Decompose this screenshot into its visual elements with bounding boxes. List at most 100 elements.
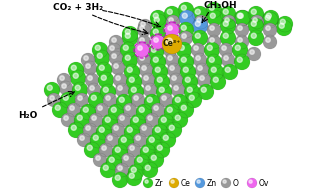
- Circle shape: [169, 18, 173, 22]
- Circle shape: [118, 134, 134, 150]
- Circle shape: [136, 104, 152, 120]
- Circle shape: [145, 113, 159, 127]
- Circle shape: [213, 77, 218, 82]
- Circle shape: [44, 82, 60, 98]
- Circle shape: [181, 57, 186, 62]
- Circle shape: [129, 173, 134, 178]
- Circle shape: [115, 163, 129, 177]
- Circle shape: [103, 165, 108, 170]
- Circle shape: [148, 44, 164, 60]
- Circle shape: [223, 9, 228, 14]
- Circle shape: [183, 67, 188, 72]
- Circle shape: [248, 30, 264, 46]
- Circle shape: [99, 65, 104, 70]
- Circle shape: [102, 114, 118, 130]
- Circle shape: [207, 45, 212, 50]
- Circle shape: [235, 10, 251, 26]
- Circle shape: [223, 180, 226, 183]
- Circle shape: [222, 64, 238, 80]
- Circle shape: [109, 51, 123, 65]
- Circle shape: [120, 116, 124, 120]
- Circle shape: [86, 126, 90, 130]
- Circle shape: [182, 13, 187, 18]
- Circle shape: [223, 33, 228, 38]
- Circle shape: [224, 56, 228, 60]
- Circle shape: [150, 10, 166, 26]
- Circle shape: [191, 43, 205, 57]
- Circle shape: [130, 146, 134, 150]
- Circle shape: [131, 167, 136, 172]
- Circle shape: [106, 154, 122, 170]
- Circle shape: [160, 132, 176, 148]
- Circle shape: [164, 104, 180, 120]
- Circle shape: [221, 178, 231, 188]
- Circle shape: [156, 84, 172, 100]
- Circle shape: [150, 54, 166, 70]
- Circle shape: [106, 96, 110, 100]
- Circle shape: [131, 93, 145, 107]
- Circle shape: [166, 46, 170, 50]
- Circle shape: [162, 96, 166, 100]
- Circle shape: [130, 114, 146, 130]
- Circle shape: [144, 94, 160, 110]
- Circle shape: [127, 143, 141, 157]
- Circle shape: [80, 104, 96, 120]
- Circle shape: [137, 35, 151, 49]
- Circle shape: [238, 26, 242, 30]
- Circle shape: [99, 127, 104, 132]
- Circle shape: [88, 76, 92, 80]
- Circle shape: [237, 13, 242, 18]
- Circle shape: [103, 87, 108, 92]
- Circle shape: [138, 19, 152, 33]
- Circle shape: [139, 123, 153, 137]
- Circle shape: [181, 105, 186, 110]
- Circle shape: [90, 132, 106, 148]
- Circle shape: [87, 83, 101, 97]
- Circle shape: [115, 147, 120, 152]
- Circle shape: [225, 67, 230, 72]
- Circle shape: [223, 21, 228, 26]
- Circle shape: [95, 103, 109, 117]
- Circle shape: [111, 107, 116, 112]
- Text: Zn: Zn: [207, 178, 217, 187]
- Circle shape: [92, 116, 96, 120]
- Text: O: O: [233, 178, 239, 187]
- Circle shape: [151, 103, 165, 117]
- Circle shape: [133, 117, 138, 122]
- Circle shape: [153, 13, 158, 18]
- Circle shape: [127, 127, 132, 132]
- Circle shape: [249, 180, 252, 183]
- Circle shape: [118, 166, 122, 170]
- Circle shape: [209, 57, 214, 62]
- Circle shape: [61, 113, 75, 127]
- Circle shape: [179, 31, 193, 45]
- Circle shape: [108, 104, 124, 120]
- Circle shape: [206, 2, 222, 18]
- Circle shape: [142, 162, 158, 178]
- Circle shape: [47, 93, 61, 107]
- Circle shape: [165, 23, 179, 37]
- Circle shape: [206, 54, 222, 70]
- Circle shape: [149, 137, 154, 142]
- Circle shape: [110, 46, 114, 50]
- Circle shape: [126, 106, 130, 110]
- Circle shape: [83, 61, 97, 75]
- Circle shape: [220, 6, 236, 22]
- Circle shape: [207, 35, 221, 49]
- Circle shape: [170, 66, 174, 70]
- Circle shape: [179, 10, 195, 26]
- Circle shape: [152, 64, 168, 80]
- Circle shape: [115, 175, 120, 180]
- Circle shape: [47, 85, 52, 90]
- Circle shape: [125, 29, 130, 34]
- Circle shape: [280, 19, 285, 24]
- Circle shape: [178, 54, 194, 70]
- Circle shape: [141, 73, 155, 87]
- Circle shape: [200, 76, 204, 80]
- Circle shape: [250, 15, 264, 29]
- Circle shape: [87, 145, 92, 150]
- Circle shape: [75, 93, 89, 107]
- Circle shape: [114, 64, 118, 68]
- Circle shape: [146, 134, 162, 150]
- Circle shape: [140, 26, 144, 30]
